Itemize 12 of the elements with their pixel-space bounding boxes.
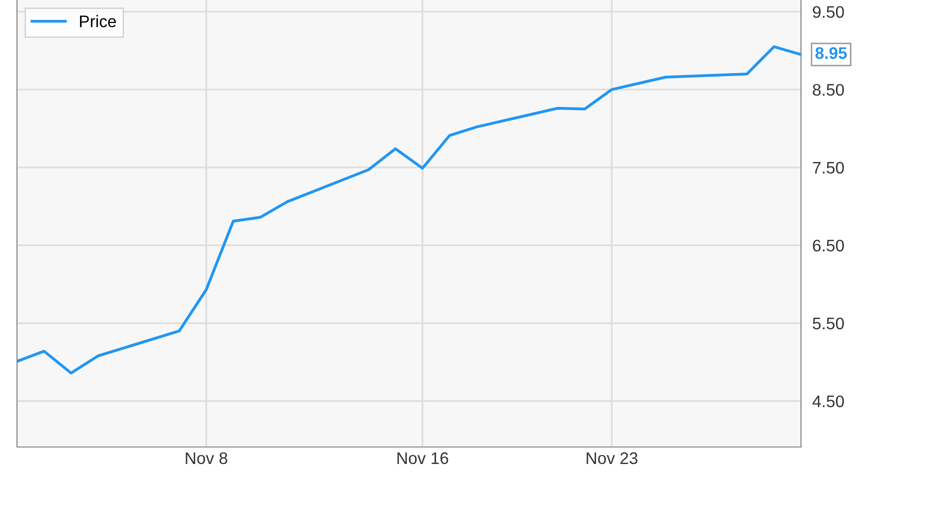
- y-tick-label: 9.50: [812, 6, 844, 18]
- y-tick-label: 5.50: [812, 318, 844, 330]
- y-tick-label: 7.50: [812, 162, 844, 174]
- y-tick-label: 6.50: [812, 240, 844, 252]
- y-tick-label: 8.50: [812, 84, 844, 96]
- legend-label: Price: [80, 15, 116, 28]
- x-tick-label: Nov 23: [586, 452, 638, 464]
- x-tick-label: Nov 16: [397, 452, 448, 464]
- x-tick-label: Nov 8: [186, 452, 228, 464]
- line-series: [17, 45, 801, 374]
- y-tick-label: 4.50: [812, 395, 844, 408]
- annotation: 8.95: [815, 47, 847, 59]
